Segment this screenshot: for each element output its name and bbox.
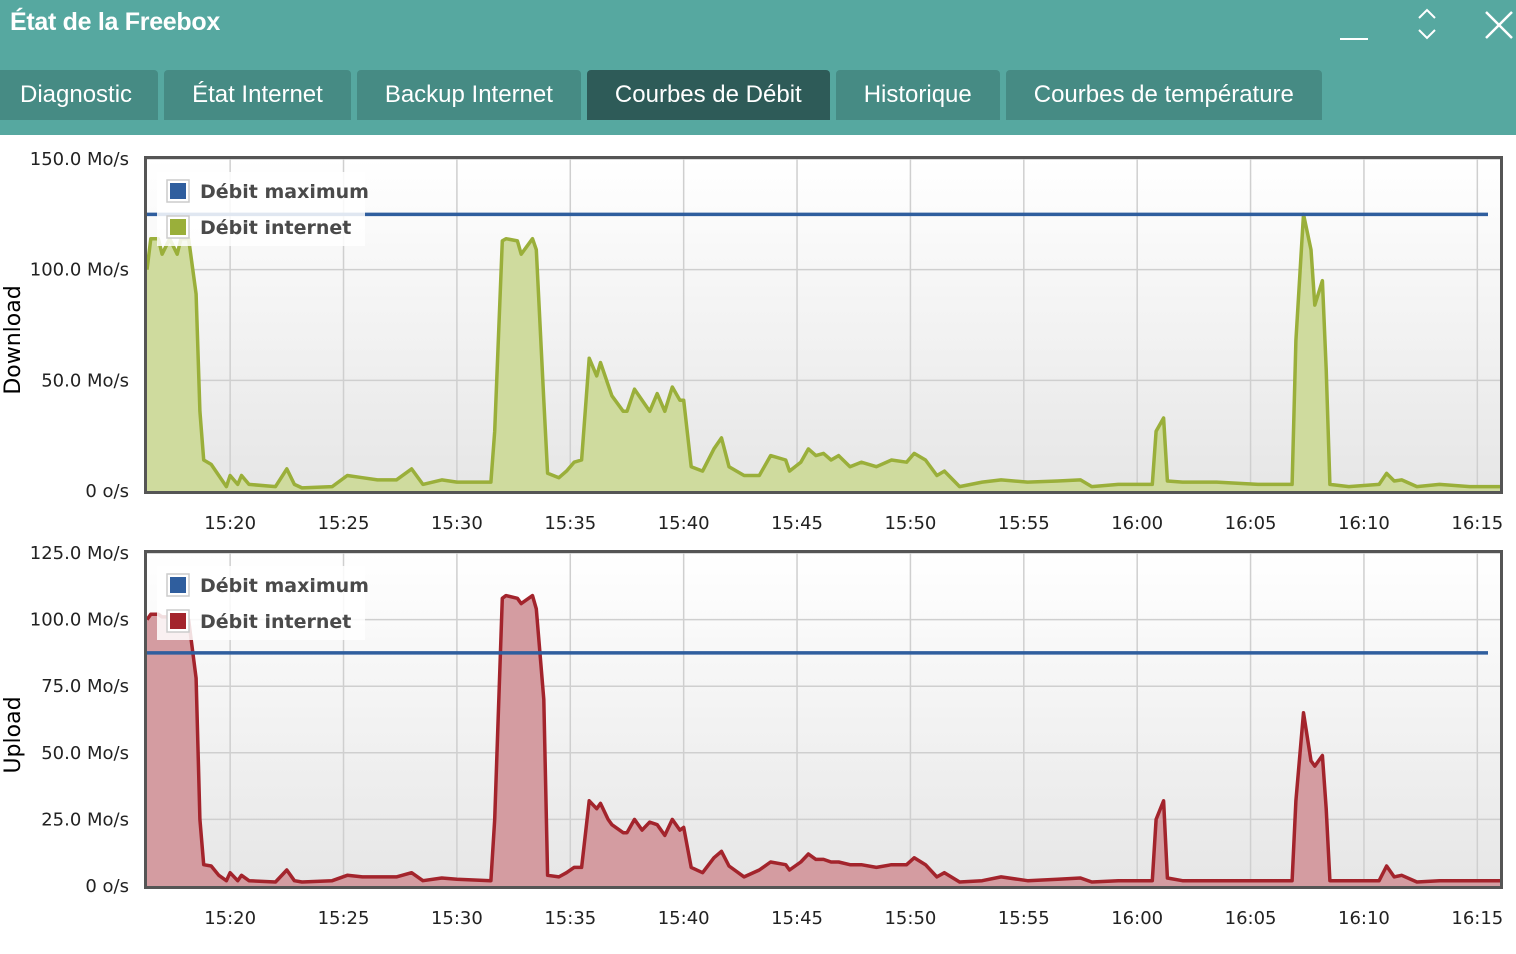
x-tick-label: 15:20 [204, 513, 256, 534]
plot-frame [144, 156, 1503, 494]
x-tick-label: 15:55 [998, 513, 1050, 534]
tab-historique[interactable]: Historique [835, 70, 1000, 120]
x-tick-label: 15:55 [998, 908, 1050, 929]
y-tick-label: 100.0 Mo/s [30, 260, 129, 281]
x-tick-label: 15:40 [658, 908, 710, 929]
legend: Débit maximum Débit internet [157, 172, 369, 246]
expand-collapse-icon[interactable] [1414, 6, 1440, 42]
close-icon[interactable] [1482, 8, 1516, 42]
legend-swatch [170, 577, 186, 593]
tab-bar: Diagnostic État Internet Backup Internet… [0, 70, 1322, 120]
x-tick-label: 16:00 [1111, 513, 1163, 534]
y-tick-label: 125.0 Mo/s [30, 543, 129, 564]
y-axis-title: Download [1, 285, 26, 394]
x-tick-label: 15:20 [204, 908, 256, 929]
x-tick-label: 16:05 [1225, 513, 1277, 534]
x-tick-label: 15:50 [884, 908, 936, 929]
y-tick-label: 100.0 Mo/s [30, 610, 129, 631]
x-tick-label: 16:15 [1451, 513, 1503, 534]
x-tick-label: 15:40 [658, 513, 710, 534]
x-tick-label: 16:10 [1338, 908, 1390, 929]
plot-frame [144, 550, 1503, 889]
x-tick-label: 15:45 [771, 513, 823, 534]
x-tick-label: 15:25 [318, 513, 370, 534]
tab-courbes-de-temperature[interactable]: Courbes de température [1005, 70, 1322, 120]
legend-background [157, 566, 365, 640]
x-tick-label: 15:50 [884, 513, 936, 534]
x-tick-label: 15:45 [771, 908, 823, 929]
legend-swatch [170, 613, 186, 629]
legend-swatch [170, 183, 186, 199]
x-tick-label: 15:25 [318, 908, 370, 929]
plot-background [147, 553, 1500, 886]
window-title: État de la Freebox [10, 8, 220, 36]
y-tick-label: 0 o/s [85, 876, 129, 897]
tab-diagnostic[interactable]: Diagnostic [0, 70, 159, 120]
y-tick-label: 50.0 Mo/s [41, 743, 129, 764]
download-chart: 0 o/s 50.0 Mo/s 100.0 Mo/s 150.0 Mo/s 15:20 1… [1, 149, 1503, 534]
y-tick-label: 150.0 Mo/s [30, 149, 129, 170]
legend: Débit maximum Débit internet [157, 566, 369, 640]
series-line-debit-internet [145, 212, 1500, 490]
legend-swatch [170, 219, 186, 235]
legend-label: Débit internet [200, 217, 351, 239]
y-tick-label: 75.0 Mo/s [41, 676, 129, 697]
x-tick-label: 16:15 [1451, 908, 1503, 929]
x-tick-label: 15:35 [544, 513, 596, 534]
legend-background [157, 172, 365, 246]
tab-courbes-de-debit[interactable]: Courbes de Débit [586, 70, 830, 120]
x-tick-label: 15:30 [431, 908, 483, 929]
upload-chart: 0 o/s 25.0 Mo/s 50.0 Mo/s 75.0 Mo/s 100.0 Mo… [1, 543, 1503, 929]
x-tick-label: 16:00 [1111, 908, 1163, 929]
x-tick-label: 15:35 [544, 908, 596, 929]
y-tick-label: 0 o/s [85, 481, 129, 502]
window-header: État de la Freebox Diagnostic État Inter… [0, 0, 1516, 135]
minimize-icon[interactable] [1340, 20, 1368, 40]
tab-backup-internet[interactable]: Backup Internet [356, 70, 581, 120]
series-area-debit-internet [147, 595, 1500, 886]
tab-etat-internet[interactable]: État Internet [164, 70, 351, 120]
series-line-debit-internet [145, 593, 1500, 884]
legend-label: Débit maximum [200, 575, 369, 597]
legend-label: Débit internet [200, 611, 351, 633]
x-tick-label: 16:10 [1338, 513, 1390, 534]
x-tick-label: 15:30 [431, 513, 483, 534]
x-tick-label: 16:05 [1225, 908, 1277, 929]
y-tick-label: 50.0 Mo/s [41, 370, 129, 391]
y-tick-label: 25.0 Mo/s [41, 809, 129, 830]
legend-label: Débit maximum [200, 181, 369, 203]
y-axis-title: Upload [1, 696, 26, 773]
